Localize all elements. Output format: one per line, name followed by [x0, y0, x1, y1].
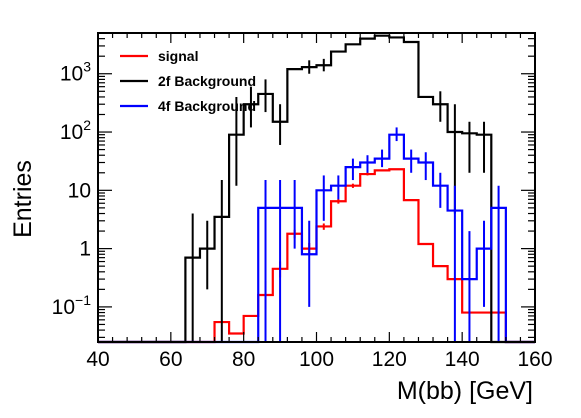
- y-tick-label: 10: [68, 179, 91, 202]
- x-axis-label: M(bb) [GeV]: [397, 377, 533, 405]
- legend-label: 2f Background: [158, 73, 256, 89]
- y-axis-label: Entries: [9, 160, 37, 238]
- x-tick-label: 100: [299, 348, 334, 371]
- y-tick-label: 102: [60, 117, 91, 144]
- x-tick-label: 40: [86, 348, 109, 371]
- histogram-line: [98, 34, 535, 344]
- x-tick-label: 120: [372, 348, 407, 371]
- x-tick-label: 140: [445, 348, 480, 371]
- x-tick-label: 160: [517, 348, 552, 371]
- legend: signal 2f Background 4f Background: [120, 48, 256, 114]
- legend-item: 2f Background: [120, 73, 256, 89]
- x-tick-label: 60: [159, 348, 182, 371]
- legend-item: 4f Background: [120, 98, 256, 114]
- legend-label: 4f Background: [158, 98, 256, 114]
- legend-item: signal: [120, 48, 198, 64]
- x-tick-label: 80: [232, 348, 255, 371]
- legend-label: signal: [158, 48, 198, 64]
- y-tick-label: 1: [79, 238, 91, 261]
- y-tick-label: 10−1: [52, 292, 92, 319]
- series-2f-background: [98, 34, 535, 344]
- axes: 40 60 80 100 120 140 160 10−1 1 10 102 103: [52, 32, 553, 371]
- y-tick-label: 103: [60, 59, 91, 86]
